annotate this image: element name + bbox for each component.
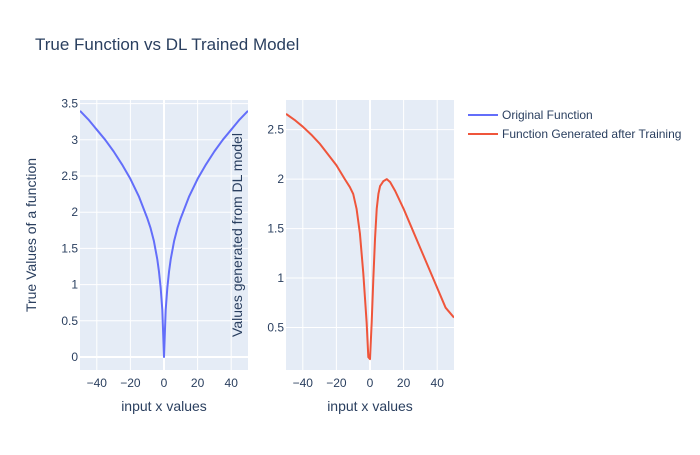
series-line-left — [80, 110, 248, 358]
x-tick-label-right: −20 — [326, 376, 347, 390]
x-tick-label-right: 0 — [367, 376, 374, 390]
x-axis-title-left: input x values — [121, 398, 207, 414]
legend[interactable]: Original Function Function Generated aft… — [468, 108, 681, 141]
y-tick-label-left: 1.5 — [61, 241, 78, 255]
y-tick-label-right: 2 — [277, 172, 284, 186]
y-tick-label-left: 3.5 — [61, 97, 78, 111]
y-tick-label-left: 0 — [71, 350, 78, 364]
x-axis-title-right: input x values — [327, 398, 413, 414]
legend-item-original-function[interactable]: Original Function — [468, 108, 593, 122]
x-tick-label-left: 40 — [225, 376, 239, 390]
x-tick-label-left: 20 — [191, 376, 205, 390]
y-tick-label-left: 1 — [71, 278, 78, 292]
x-tick-label-right: 40 — [431, 376, 445, 390]
series-line-right — [286, 113, 454, 361]
legend-item-generated-function[interactable]: Function Generated after Training — [468, 127, 681, 141]
x-tick-label-left: −20 — [120, 376, 141, 390]
y-tick-label-left: 2.5 — [61, 169, 78, 183]
y-tick-label-left: 0.5 — [61, 314, 78, 328]
y-axis-title-right: Values generated from DL model — [229, 133, 245, 337]
subplot-left: −40 −20 0 20 40 0 0.5 1 1.5 2 2.5 3 3.5 input x val… — [23, 97, 248, 414]
y-tick-label-right: 1 — [277, 271, 284, 285]
x-tick-label-left: 0 — [161, 376, 168, 390]
y-axis-title-left: True Values of a function — [23, 158, 39, 312]
x-tick-label-right: 20 — [397, 376, 411, 390]
legend-label-original: Original Function — [502, 108, 593, 122]
subplot-right: −40 −20 0 20 40 0.5 1 1.5 2 2.5 input x values V… — [229, 100, 454, 414]
legend-label-generated: Function Generated after Training — [502, 127, 681, 141]
chart-title: True Function vs DL Trained Model — [35, 35, 299, 54]
y-tick-label-left: 3 — [71, 133, 78, 147]
x-tick-label-right: −40 — [293, 376, 314, 390]
y-tick-label-right: 1.5 — [267, 222, 284, 236]
y-tick-label-right: 2.5 — [267, 123, 284, 137]
y-tick-label-right: 0.5 — [267, 320, 284, 334]
x-tick-label-left: −40 — [87, 376, 108, 390]
y-tick-label-left: 2 — [71, 205, 78, 219]
